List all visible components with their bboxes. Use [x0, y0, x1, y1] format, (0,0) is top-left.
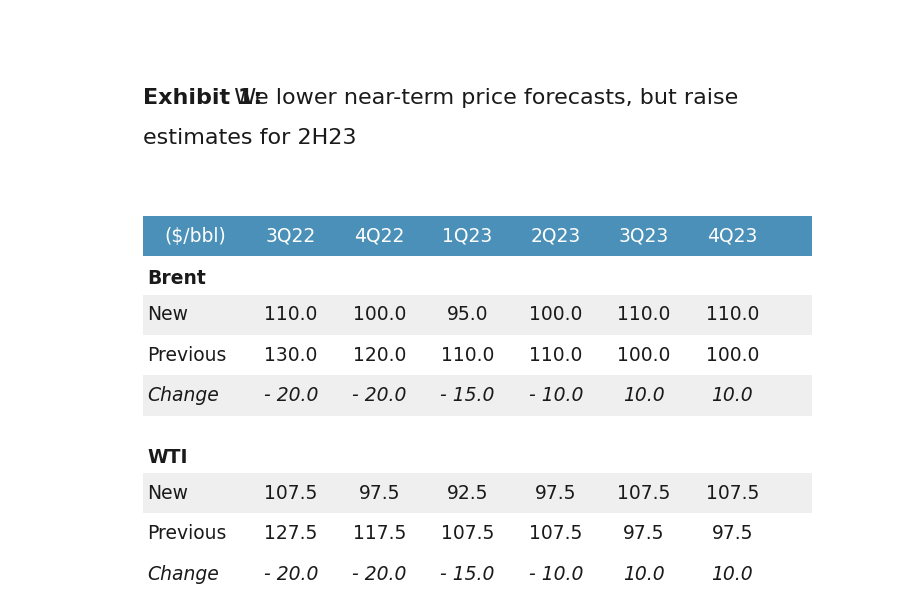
Text: We lower near-term price forecasts, but raise: We lower near-term price forecasts, but …: [220, 88, 738, 108]
Text: 110.0: 110.0: [264, 305, 318, 324]
Text: ($/bbl): ($/bbl): [164, 226, 226, 246]
Text: 1Q23: 1Q23: [442, 226, 493, 246]
Text: 97.5: 97.5: [359, 484, 400, 503]
Bar: [143, 554, 812, 594]
Text: 100.0: 100.0: [529, 305, 583, 324]
Text: 110.0: 110.0: [529, 346, 583, 365]
Text: 92.5: 92.5: [447, 484, 488, 503]
Text: - 20.0: - 20.0: [263, 564, 319, 583]
Text: 100.0: 100.0: [353, 305, 406, 324]
Text: 4Q23: 4Q23: [707, 226, 757, 246]
Text: Change: Change: [148, 564, 219, 583]
Text: 117.5: 117.5: [353, 524, 406, 543]
Text: 10.0: 10.0: [623, 386, 665, 405]
Text: 120.0: 120.0: [353, 346, 406, 365]
Text: 97.5: 97.5: [711, 524, 753, 543]
Text: Change: Change: [148, 386, 219, 405]
Text: 2Q23: 2Q23: [531, 226, 581, 246]
Text: WTI: WTI: [148, 448, 188, 467]
Text: 100.0: 100.0: [618, 346, 671, 365]
Text: - 20.0: - 20.0: [353, 564, 407, 583]
Text: - 10.0: - 10.0: [529, 386, 583, 405]
Text: New: New: [148, 305, 188, 324]
Text: - 20.0: - 20.0: [353, 386, 407, 405]
Bar: [143, 375, 812, 416]
Text: 110.0: 110.0: [618, 305, 671, 324]
Text: 3Q22: 3Q22: [266, 226, 316, 246]
Text: New: New: [148, 484, 188, 503]
Text: 107.5: 107.5: [706, 484, 759, 503]
Text: 4Q22: 4Q22: [354, 226, 405, 246]
Bar: [143, 514, 812, 554]
Text: 3Q23: 3Q23: [619, 226, 669, 246]
Text: 127.5: 127.5: [264, 524, 318, 543]
Text: 97.5: 97.5: [623, 524, 665, 543]
Text: 107.5: 107.5: [618, 484, 671, 503]
Text: 110.0: 110.0: [441, 346, 494, 365]
Text: estimates for 2H23: estimates for 2H23: [143, 128, 357, 148]
Bar: [143, 294, 812, 335]
Text: 10.0: 10.0: [711, 386, 753, 405]
Text: Previous: Previous: [148, 346, 227, 365]
Text: - 10.0: - 10.0: [529, 564, 583, 583]
Bar: [143, 335, 812, 375]
Text: 100.0: 100.0: [706, 346, 759, 365]
Text: Previous: Previous: [148, 524, 227, 543]
Text: 95.0: 95.0: [447, 305, 488, 324]
Text: 107.5: 107.5: [441, 524, 494, 543]
Text: 110.0: 110.0: [706, 305, 759, 324]
Text: - 15.0: - 15.0: [441, 386, 495, 405]
Text: 107.5: 107.5: [264, 484, 318, 503]
Text: - 20.0: - 20.0: [263, 386, 319, 405]
Bar: [143, 216, 812, 256]
Text: 97.5: 97.5: [535, 484, 577, 503]
Text: 130.0: 130.0: [264, 346, 318, 365]
Text: Exhibit 1:: Exhibit 1:: [143, 88, 263, 108]
Text: 107.5: 107.5: [529, 524, 583, 543]
Text: Brent: Brent: [148, 269, 207, 288]
Text: 10.0: 10.0: [711, 564, 753, 583]
Bar: [143, 473, 812, 514]
Text: 10.0: 10.0: [623, 564, 665, 583]
Text: - 15.0: - 15.0: [441, 564, 495, 583]
